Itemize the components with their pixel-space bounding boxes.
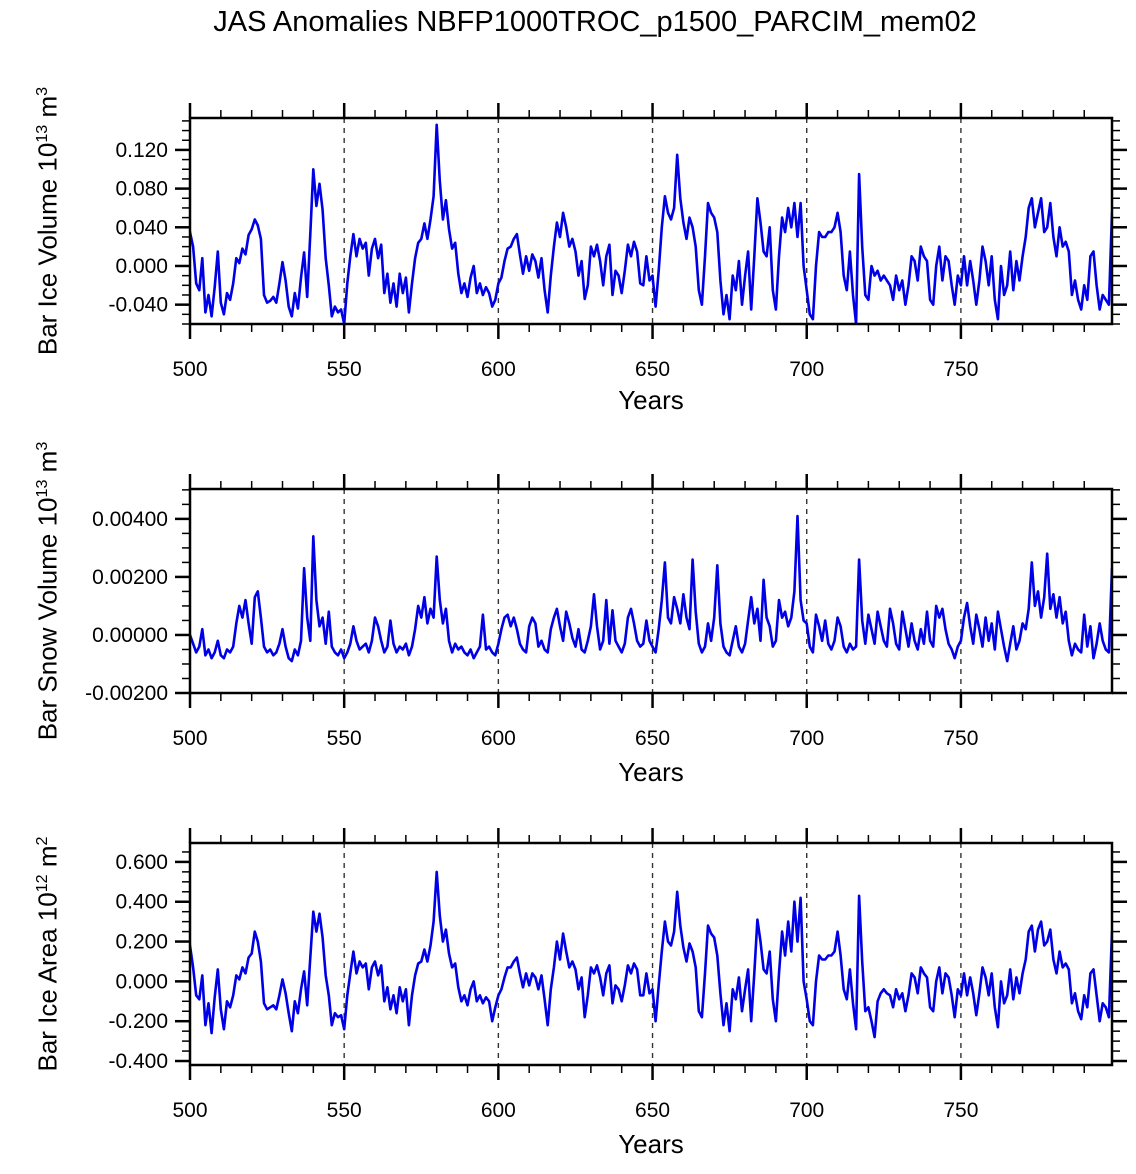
y-axis-title-text: Bar Ice Area 10 [32,892,63,1072]
x-tick-label: 600 [481,358,516,381]
x-tick-label: 500 [172,358,207,381]
y-tick-label: 0.00000 [92,624,168,647]
x-tick-label: 700 [789,1099,824,1122]
y-tick-label: 0.00200 [92,566,168,589]
y-axis-title-snow-volume: Bar Snow Volume 1013 m3 [33,442,64,741]
x-tick-label: 750 [943,727,978,750]
plot-frame [188,116,1114,326]
tick-labels: 500 550 600 650 700 750 -0.040 0.000 0.040 0.080 0… [108,139,978,381]
x-tick-label: 550 [327,727,362,750]
figure-title: JAS Anomalies NBFP1000TROC_p1500_PARCIM_… [213,6,977,38]
major-ticks [175,103,1127,339]
y-tick-label: 0.120 [115,139,168,162]
y-tick-label: -0.400 [108,1050,168,1073]
plot-frame [188,487,1114,695]
tick-labels: 500 550 600 650 700 750 -0.400 -0.200 0.000 0.200… [108,851,978,1122]
gridlines [343,489,962,693]
unit-exponent: 3 [32,86,51,96]
x-tick-label: 700 [789,358,824,381]
panel-bar-ice-area: 500 550 600 650 700 750 -0.400 -0.200 0.000 0.200… [108,828,1127,1122]
series-bar-ice-area [190,870,1112,1039]
unit: m [32,845,63,875]
panel-bar-ice-volume: 500 550 600 650 700 750 -0.040 0.000 0.040 0.080 0… [108,103,1127,381]
major-ticks [175,828,1127,1080]
x-tick-label: 550 [327,1099,362,1122]
exponent: 13 [32,479,51,498]
y-tick-label: -0.040 [108,294,168,317]
y-tick-label: -0.00200 [85,682,168,705]
x-tick-label: 650 [635,358,670,381]
plot-frame [188,841,1114,1067]
unit: m [32,95,63,125]
major-ticks [175,474,1127,708]
gridlines [343,118,962,324]
x-tick-label: 500 [172,727,207,750]
panel-bar-snow-volume: 500 550 600 650 700 750 -0.00200 0.00000 0.00200… [85,474,1127,750]
exponent: 13 [32,124,51,143]
y-tick-label: 0.000 [115,970,168,993]
x-tick-label: 700 [789,727,824,750]
x-axis-title-ice-area: Years [618,1129,684,1159]
series-bar-snow-volume [190,514,1112,663]
y-tick-label: 0.000 [115,255,168,278]
x-tick-label: 500 [172,1099,207,1122]
x-tick-label: 600 [481,727,516,750]
x-tick-label: 550 [327,358,362,381]
exponent: 12 [32,874,51,893]
y-axis-title-ice-area: Bar Ice Area 1012 m2 [33,836,64,1071]
x-axis-title-ice-volume: Years [618,385,684,415]
minor-ticks [182,481,1120,701]
y-tick-label: 0.400 [115,891,168,914]
x-tick-label: 650 [635,1099,670,1122]
x-axis-title-snow-volume: Years [618,757,684,787]
y-axis-title-ice-volume: Bar Ice Volume 1013 m3 [33,87,64,355]
x-tick-label: 750 [943,1099,978,1122]
tick-labels: 500 550 600 650 700 750 -0.00200 0.00000 0.00200… [85,508,978,750]
series-bar-ice-volume [190,123,1112,324]
x-tick-label: 650 [635,727,670,750]
minor-ticks [182,110,1120,332]
minor-ticks [182,835,1120,1073]
unit-exponent: 2 [32,836,51,846]
y-tick-label: 0.600 [115,851,168,874]
y-axis-title-text: Bar Ice Volume 10 [32,142,63,356]
unit: m [32,450,63,480]
unit-exponent: 3 [32,441,51,451]
y-tick-label: 0.00400 [92,508,168,531]
x-tick-label: 750 [943,358,978,381]
y-tick-label: 0.200 [115,931,168,954]
x-tick-label: 600 [481,1099,516,1122]
y-axis-title-text: Bar Snow Volume 10 [32,497,63,741]
y-tick-label: -0.200 [108,1010,168,1033]
y-tick-label: 0.080 [115,178,168,201]
y-tick-label: 0.040 [115,216,168,239]
